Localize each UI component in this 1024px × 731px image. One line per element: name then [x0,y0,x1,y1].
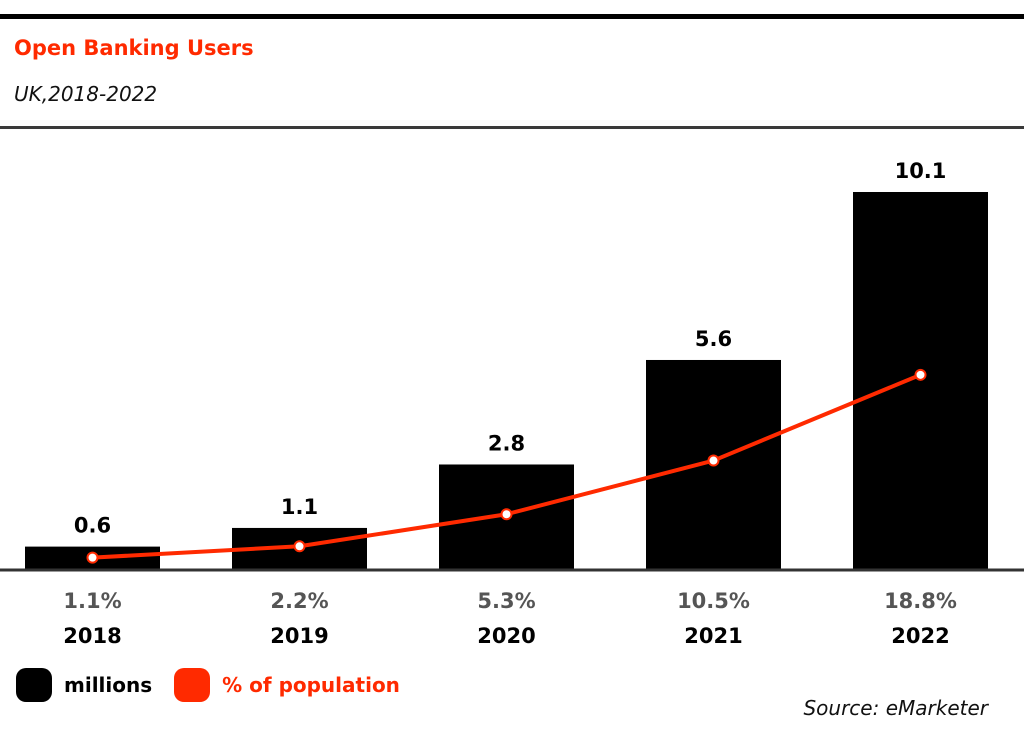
header-divider [0,126,1024,129]
pct-label-2020: 5.3% [477,589,535,613]
bar-value-label-2018: 0.6 [74,514,111,538]
legend-item-population: % of population [174,668,400,702]
legend-swatch-millions [16,668,52,702]
population-point-2022 [914,368,927,381]
legend: millions % of population [16,668,422,702]
x-tick-label-2020: 2020 [477,624,535,648]
x-tick-label-2019: 2019 [270,624,328,648]
top-rule [0,14,1024,19]
legend-label-population: % of population [222,673,400,697]
bar-value-label-2019: 1.1 [281,495,318,519]
bar-value-label-2021: 5.6 [695,327,732,351]
x-tick-label-2022: 2022 [891,624,949,648]
source-note: Source: eMarketer [803,696,988,720]
pct-label-2021: 10.5% [677,589,750,613]
population-point-2018 [86,551,99,564]
legend-swatch-population [174,668,211,702]
pct-label-2019: 2.2% [270,589,328,613]
legend-label-millions: millions [64,673,153,697]
population-point-2021 [707,454,720,467]
bar-value-label-2022: 10.1 [895,159,947,183]
pct-label-2022: 18.8% [884,589,957,613]
pct-label-2018: 1.1% [63,589,121,613]
population-point-2019 [293,540,306,553]
x-tick-label-2021: 2021 [684,624,742,648]
bar-value-label-2020: 2.8 [488,431,525,455]
chart-title: Open Banking Users [14,36,254,60]
x-tick-label-2018: 2018 [63,624,121,648]
legend-item-millions: millions [16,668,152,702]
chart-subtitle: UK,2018-2022 [14,82,158,106]
population-point-2020 [500,508,513,521]
